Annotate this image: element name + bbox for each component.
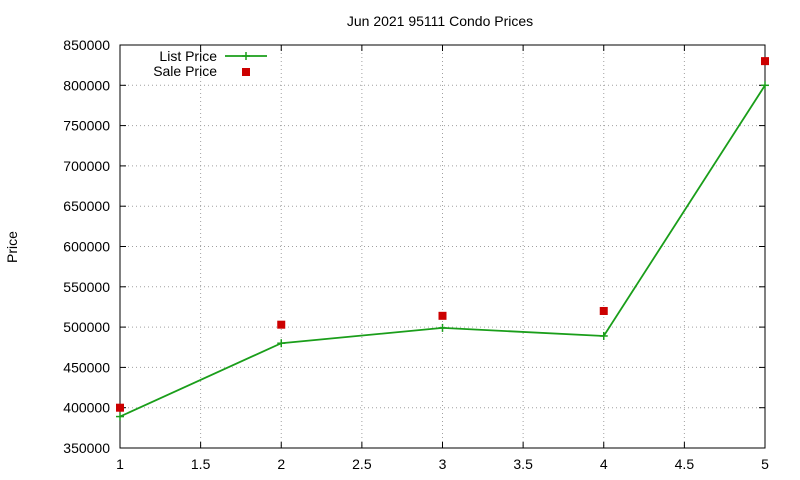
x-tick-label: 3.5: [513, 456, 533, 472]
list-price-point: [761, 81, 769, 90]
x-tick-label: 2.5: [352, 456, 372, 472]
sale-price-point: [761, 57, 769, 66]
sale-price-point: [599, 306, 608, 315]
grid-lines: [120, 45, 765, 448]
list-price-point: [599, 331, 608, 340]
x-tick-label: 1: [116, 456, 124, 472]
legend-marker: [242, 52, 250, 60]
y-tick-label: 600000: [63, 239, 110, 255]
x-tick-label: 3: [439, 456, 447, 472]
y-tick-label: 750000: [63, 118, 110, 134]
y-tick-label: 350000: [63, 440, 110, 456]
y-tick-label: 800000: [63, 77, 110, 93]
sale-price-point: [116, 403, 124, 412]
sale-price-point: [438, 311, 447, 320]
y-tick-label: 550000: [63, 279, 110, 295]
x-tick-label: 5: [761, 456, 769, 472]
y-tick-label: 500000: [63, 319, 110, 335]
y-axis-label: Price: [4, 231, 20, 263]
legend-marker: [242, 68, 250, 76]
y-tick-label: 400000: [63, 400, 110, 416]
y-tick-label: 700000: [63, 158, 110, 174]
y-tick-label: 850000: [63, 37, 110, 53]
plot-frame: [119, 44, 766, 449]
x-tick-label: 4.5: [675, 456, 695, 472]
list-price-point: [277, 339, 286, 348]
sale-price-point: [277, 320, 286, 329]
x-tick-label: 4: [600, 456, 608, 472]
list-price-point: [116, 412, 124, 421]
legend-label: List Price: [159, 48, 217, 64]
legend-label: Sale Price: [153, 63, 217, 79]
list-price-point: [438, 323, 447, 332]
chart-title: Jun 2021 95111 Condo Prices: [347, 13, 533, 29]
axis-ticks: 1 1.5 2 2.5 3 3.5 4 4.5 5 350000 400000 450000 50000…: [63, 37, 769, 472]
list-price-line: [119, 84, 766, 418]
y-tick-label: 650000: [63, 198, 110, 214]
x-tick-label: 2: [277, 456, 285, 472]
x-tick-label: 1.5: [191, 456, 211, 472]
y-tick-label: 450000: [63, 359, 110, 375]
series-layer: [116, 57, 769, 421]
